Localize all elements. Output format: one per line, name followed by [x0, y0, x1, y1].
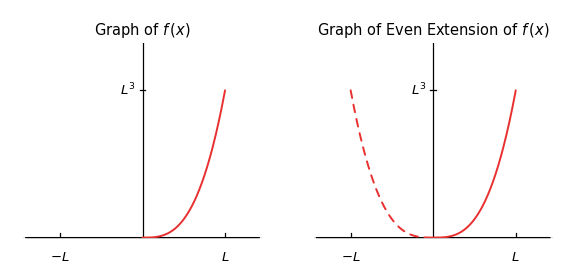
Title: Graph of Even Extension of $\mathit{f}\,(x)$: Graph of Even Extension of $\mathit{f}\,…: [317, 21, 549, 40]
Text: $L^3$: $L^3$: [120, 82, 135, 99]
Text: $L^3$: $L^3$: [410, 82, 426, 99]
Text: $-L$: $-L$: [50, 251, 70, 264]
Title: Graph of $\mathit{f}\,(x)$: Graph of $\mathit{f}\,(x)$: [94, 21, 191, 40]
Text: $L$: $L$: [221, 251, 229, 264]
Text: $-L$: $-L$: [341, 251, 360, 264]
Text: $L$: $L$: [511, 251, 520, 264]
